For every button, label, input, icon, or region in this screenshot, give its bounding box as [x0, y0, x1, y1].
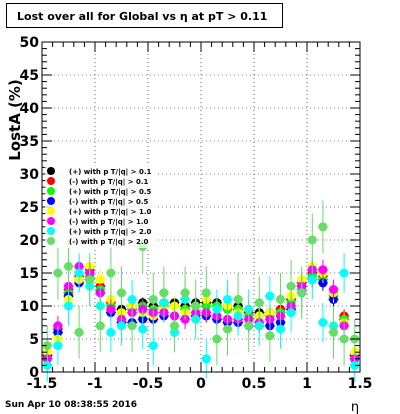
data-point	[138, 324, 148, 334]
data-point	[95, 321, 105, 331]
data-point	[201, 288, 211, 298]
y-tick-label: 30	[20, 167, 40, 183]
legend-label: (-) with p T/|q| > 1.0	[69, 218, 149, 227]
y-axis-label: LostA (%)	[6, 79, 24, 161]
legend-box	[45, 165, 158, 248]
y-tick-label: 10	[20, 299, 40, 315]
data-point	[201, 354, 211, 364]
data-point	[148, 294, 158, 304]
data-point	[53, 268, 63, 278]
y-tick-label: 15	[20, 266, 39, 282]
legend-label: (-) with p T/|q| > 0.1	[69, 178, 149, 187]
data-point	[180, 288, 190, 298]
data-point	[53, 341, 63, 351]
legend-marker	[47, 167, 55, 175]
y-tick-label: 50	[20, 35, 40, 51]
x-tick-label: 1	[302, 376, 312, 392]
legend-marker	[47, 197, 55, 205]
chart-title: Lost over all for Global vs η at pT > 0.…	[6, 3, 283, 28]
legend-marker	[47, 237, 55, 245]
data-point	[106, 304, 116, 314]
y-tick-label: 45	[20, 68, 39, 84]
data-series	[42, 200, 360, 382]
data-point	[74, 268, 84, 278]
data-point	[170, 321, 179, 331]
y-tick-label: 5	[29, 332, 39, 348]
data-point	[276, 294, 285, 304]
data-point	[286, 281, 296, 291]
legend-label: (-) with p T/|q| > 2.0	[69, 238, 149, 247]
y-tick-label: 20	[20, 233, 40, 249]
legend-label: (+) with p T/|q| > 2.0	[69, 228, 152, 237]
data-point	[265, 331, 275, 341]
data-point	[95, 275, 105, 285]
tick-labels: -1.5 -1 -0.5 0 0.5 1 1.5 0 5 10 15 20 25 30 35 40 45 50	[20, 35, 373, 392]
x-tick-label: 0	[196, 376, 206, 392]
data-point	[276, 324, 285, 334]
legend-label: (-) with p T/|q| > 0.5	[69, 198, 149, 207]
data-point	[212, 304, 222, 314]
legend-marker	[47, 177, 55, 185]
data-point	[64, 261, 73, 271]
data-point	[329, 285, 338, 294]
data-point	[159, 288, 169, 298]
y-tick-label: 40	[20, 101, 40, 117]
data-point	[148, 341, 158, 351]
legend: (+) with p T/|q| > 0.1(-) with p T/|q| >…	[45, 165, 158, 248]
data-point	[329, 327, 338, 337]
data-point	[223, 294, 232, 304]
data-point	[307, 235, 317, 245]
y-tick-label: 25	[20, 200, 39, 216]
series-7	[42, 200, 360, 366]
data-point	[307, 275, 317, 285]
x-tick-label: -1	[87, 376, 103, 392]
x-tick-label: -0.5	[133, 376, 164, 392]
data-point	[223, 324, 232, 334]
data-point	[106, 327, 116, 337]
data-point	[254, 298, 264, 308]
timestamp-footer: Sun Apr 10 08:38:55 2016	[5, 400, 138, 410]
legend-marker	[47, 227, 55, 235]
data-point	[106, 268, 116, 278]
data-point	[339, 268, 349, 278]
y-tick-label: 35	[20, 134, 39, 150]
legend-label: (+) with p T/|q| > 0.5	[69, 188, 152, 197]
y-tick-label: 0	[29, 365, 39, 381]
x-tick-label: -1.5	[27, 376, 58, 392]
x-axis-label: η	[351, 400, 359, 414]
data-point	[297, 288, 307, 298]
data-point	[244, 321, 254, 331]
data-point	[265, 291, 275, 301]
legend-marker	[47, 187, 55, 195]
x-tick-label: 1.5	[348, 376, 373, 392]
data-point	[212, 334, 222, 344]
data-point	[74, 327, 84, 337]
data-point	[339, 334, 349, 344]
data-point	[85, 275, 95, 285]
data-point	[127, 321, 137, 331]
legend-label: (+) with p T/|q| > 1.0	[69, 208, 152, 217]
data-point	[318, 265, 328, 275]
legend-marker	[47, 217, 55, 225]
axis-ticks	[41, 41, 361, 373]
x-tick-label: 0.5	[242, 376, 267, 392]
legend-label: (+) with p T/|q| > 0.1	[69, 168, 152, 177]
data-point	[191, 301, 201, 311]
data-point	[350, 360, 360, 370]
data-point	[318, 318, 328, 327]
data-point	[233, 294, 243, 304]
data-point	[64, 301, 73, 311]
legend-marker	[47, 207, 55, 215]
data-point	[117, 288, 126, 298]
data-point	[42, 341, 52, 351]
data-point	[117, 321, 126, 331]
data-point	[318, 222, 328, 232]
